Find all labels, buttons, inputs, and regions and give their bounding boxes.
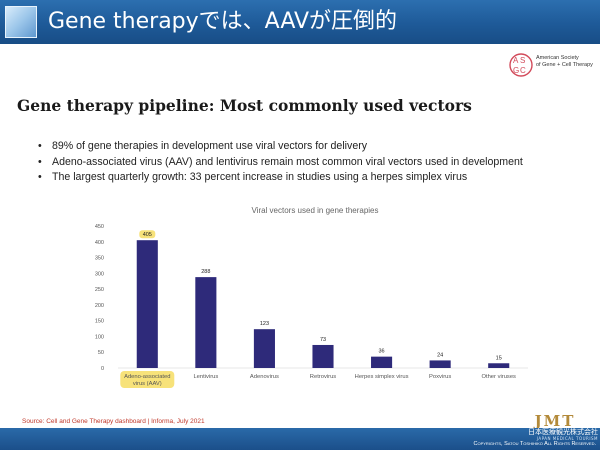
- y-tick-label: 300: [95, 271, 104, 277]
- x-tick-label: Herpes simplex virus: [355, 374, 409, 380]
- category-label-highlight: [120, 371, 175, 388]
- chart-title: Viral vectors used in gene therapies: [251, 206, 379, 215]
- company-name-en: JAPAN MEDICAL TOURISM: [536, 436, 598, 441]
- bar: [195, 277, 217, 368]
- slide-heading: Gene therapy pipeline: Most commonly use…: [17, 96, 472, 115]
- value-label: 15: [496, 355, 502, 361]
- asgct-name-line1: American Society: [536, 55, 579, 61]
- bullet-item: 89% of gene therapies in development use…: [38, 139, 594, 155]
- x-tick-label: Lentivirus: [193, 374, 218, 380]
- value-label: 405: [143, 232, 152, 238]
- svg-text:C: C: [520, 66, 526, 75]
- company-name: 日本医療観光株式会社: [528, 428, 598, 436]
- y-tick-label: 400: [95, 240, 104, 246]
- x-tick-label: Adenovirus: [250, 374, 279, 380]
- y-tick-label: 150: [95, 319, 104, 325]
- value-label: 73: [320, 337, 326, 343]
- y-tick-label: 50: [98, 350, 104, 356]
- x-tick-label: Retrovirus: [310, 374, 337, 380]
- title-square-icon: [5, 6, 37, 38]
- slide-title: Gene therapyでは、AAVが圧倒的: [48, 9, 398, 34]
- svg-text:A: A: [513, 56, 519, 65]
- bar: [136, 240, 158, 368]
- asgct-name-line2: of Gene + Cell Therapy: [536, 62, 593, 68]
- slide-header-bar: Gene therapyでは、AAVが圧倒的: [0, 0, 600, 44]
- asgct-logo: A S G C American Society of Gene + Cell …: [508, 50, 596, 80]
- x-tick-label: virus (AAV): [133, 381, 162, 387]
- bar: [371, 356, 393, 368]
- jmt-logo: JMT: [534, 412, 576, 430]
- bar: [253, 329, 275, 368]
- bar: [429, 360, 451, 368]
- value-label: 123: [260, 321, 269, 327]
- value-label: 24: [437, 352, 443, 358]
- y-tick-label: 450: [95, 224, 104, 230]
- value-label-highlight: [139, 230, 156, 239]
- x-tick-label: Poxvirus: [429, 374, 451, 380]
- value-label: 36: [379, 349, 385, 355]
- svg-text:S: S: [520, 56, 525, 65]
- bullet-item: The largest quarterly growth: 33 percent…: [38, 170, 594, 186]
- asgct-logo-icon: A S G C: [509, 53, 533, 77]
- y-tick-label: 100: [95, 334, 104, 340]
- value-label: 288: [201, 269, 210, 275]
- y-tick-label: 0: [101, 366, 104, 372]
- bar: [312, 344, 334, 368]
- bullet-list: 89% of gene therapies in development use…: [38, 139, 594, 186]
- bullet-item: Adeno-associated virus (AAV) and lentivi…: [38, 155, 594, 171]
- y-tick-label: 250: [95, 287, 104, 293]
- footer-bar: [0, 428, 600, 450]
- bar-chart: 0 50 100 150 200 250 300 350 400 450 405 Adeno-asso…: [95, 224, 528, 388]
- bar: [488, 363, 510, 368]
- asgct-name: American Society of Gene + Cell Therapy: [536, 55, 598, 69]
- source-citation: Source: Cell and Gene Therapy dashboard …: [22, 418, 205, 425]
- x-tick-label: Adeno-associated: [124, 374, 170, 380]
- svg-text:G: G: [513, 66, 519, 75]
- copyright-text: Copyrights, Satou Toshihiko All Rights R…: [473, 441, 596, 447]
- y-tick-label: 200: [95, 303, 104, 309]
- x-tick-label: Other viruses: [481, 374, 516, 380]
- y-tick-label: 350: [95, 256, 104, 262]
